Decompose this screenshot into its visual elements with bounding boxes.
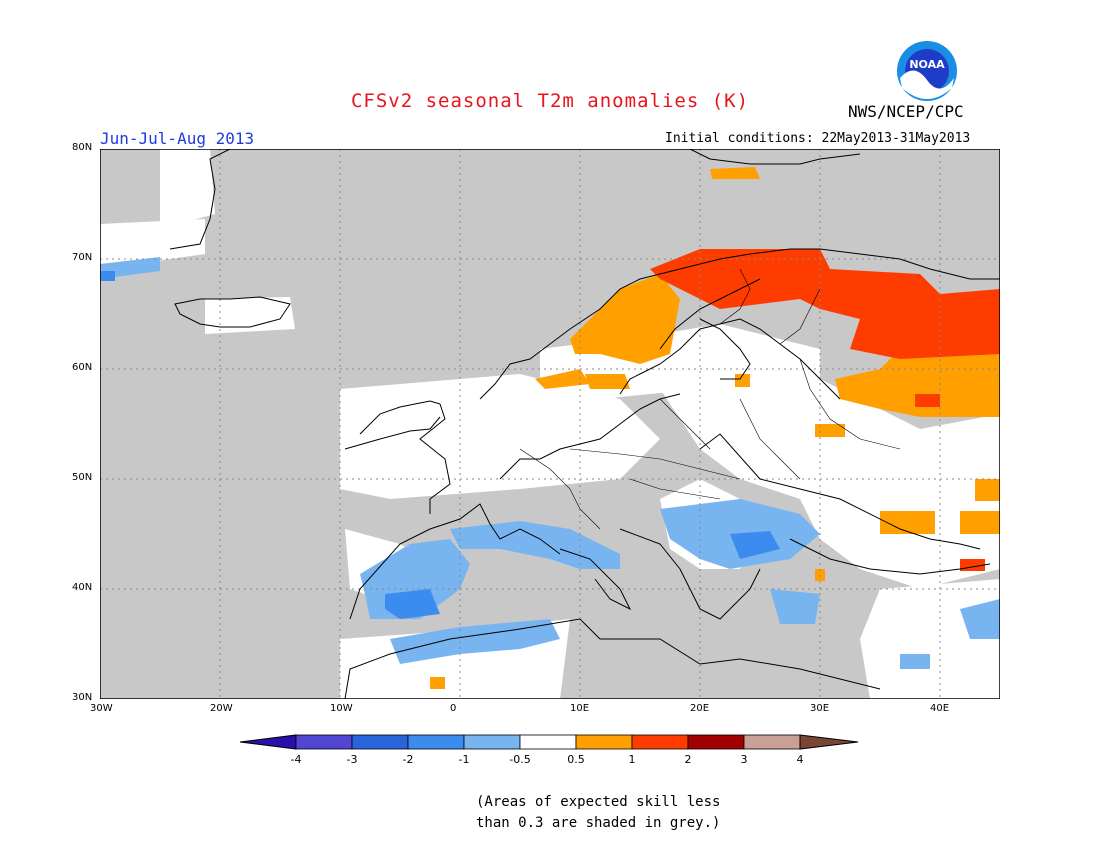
anomaly-map [100, 149, 1000, 699]
colorbar-segment [463, 734, 521, 750]
colorbar-label: -2 [403, 753, 414, 766]
colorbar-label: 1 [629, 753, 636, 766]
grid-lines [100, 149, 1000, 699]
colorbar-label: -1 [459, 753, 470, 766]
skill-footnote: (Areas of expected skill less than 0.3 a… [476, 792, 720, 834]
lat-tick-label: 80N [72, 142, 93, 153]
colorbar-segment [407, 734, 465, 750]
organization-label: NWS/NCEP/CPC [848, 102, 964, 121]
colorbar-segment [631, 734, 689, 750]
colorbar-label: 4 [797, 753, 804, 766]
strong-cold-anomaly-areas [100, 271, 780, 619]
lat-tick-label: 40N [72, 582, 93, 593]
colorbar-segment [687, 734, 745, 750]
colorbar-segment [519, 734, 577, 750]
country-borders [519, 268, 901, 530]
chart-title: CFSv2 seasonal T2m anomalies (K) [350, 90, 750, 112]
colorbar-label: 2 [685, 753, 692, 766]
colorbar-label: 3 [741, 753, 748, 766]
colorbar-segment [295, 734, 353, 750]
colorbar-label: -0.5 [509, 753, 530, 766]
season-label: Jun-Jul-Aug 2013 [100, 129, 255, 148]
lat-tick-label: 60N [72, 362, 93, 373]
lon-tick-label: 20E [690, 703, 710, 714]
colorbar-label: 0.5 [567, 753, 585, 766]
lat-tick-label: 50N [72, 472, 93, 483]
noaa-logo: NOAA [897, 41, 957, 101]
footnote-line-1: (Areas of expected skill less [476, 794, 721, 810]
lon-tick-label: 0 [450, 703, 457, 714]
footnote-line-2: than 0.3 are shaded in grey.) [476, 815, 721, 831]
lon-tick-label: 40E [930, 703, 950, 714]
initial-conditions-label: Initial conditions: 22May2013-31May2013 [665, 131, 971, 146]
colorbar-segment [351, 734, 409, 750]
warm-anomaly-areas [430, 167, 1000, 689]
colorbar-label: -4 [291, 753, 302, 766]
lon-tick-label: 30E [810, 703, 830, 714]
colorbar-label: -3 [347, 753, 358, 766]
logo-text: NOAA [909, 58, 945, 71]
colorbar-segment [743, 734, 801, 750]
lon-tick-label: 10W [330, 703, 353, 714]
lat-tick-label: 30N [72, 692, 93, 703]
lon-tick-label: 10E [570, 703, 590, 714]
lon-tick-label: 20W [210, 703, 233, 714]
colorbar: -4 -3 -2 -1 -0.5 0.5 1 2 3 4 [239, 734, 859, 766]
colorbar-segment [575, 734, 633, 750]
colorbar-max-arrow [799, 734, 859, 750]
lon-tick-label: 30W [90, 703, 113, 714]
lat-tick-label: 70N [72, 252, 93, 263]
colorbar-min-arrow [239, 734, 297, 750]
